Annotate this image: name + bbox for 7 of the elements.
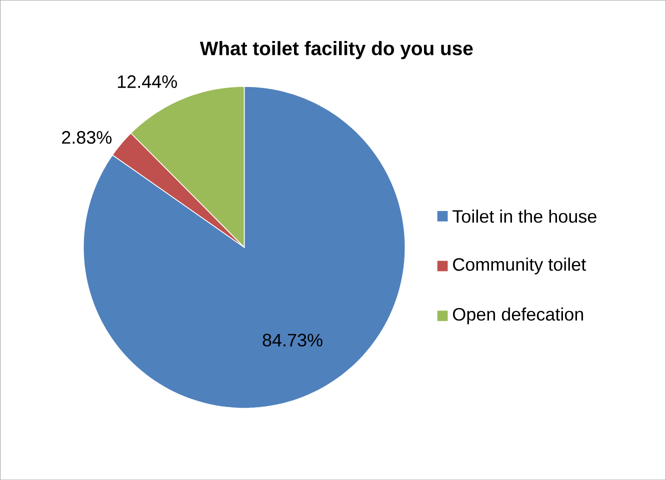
chart-title: What toilet facility do you use bbox=[200, 40, 473, 60]
data-label: 84.73% bbox=[262, 334, 322, 346]
legend-label: Community toilet bbox=[453, 258, 586, 274]
data-label: 12.44% bbox=[118, 75, 177, 88]
data-label: 2.83% bbox=[62, 130, 112, 144]
legend-label: Toilet in the house bbox=[452, 210, 596, 223]
legend-label: Open defecation bbox=[452, 307, 583, 324]
